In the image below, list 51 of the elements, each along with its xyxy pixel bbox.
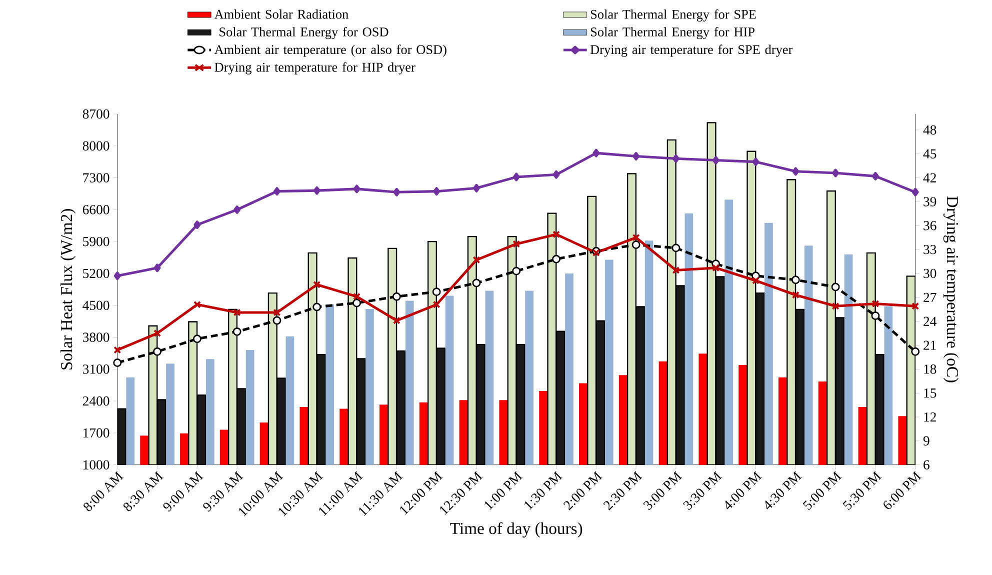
y-tick-label: 5200 (83, 268, 110, 278)
y-tick-label: 3100 (82, 364, 110, 374)
x-tick-label: 9:00 AM (163, 471, 204, 512)
y2-tick-label: 42 (923, 173, 936, 182)
legend-label: Solar Thermal Energy for HIP (590, 27, 754, 40)
x-tick-label: 5:30 PM (842, 471, 882, 510)
x-tick-label: 4:30 PM (765, 471, 802, 510)
y-tick-label: 7300 (83, 173, 110, 182)
legend-label: Drying air temperature for HIP dryer (214, 62, 416, 74)
y2-tick-label: 33 (924, 244, 936, 254)
y-tick-label: 6600 (82, 205, 110, 214)
legend-label: Solar Thermal Energy for OSD (220, 27, 388, 40)
y2-tick-label: 9 (923, 436, 930, 446)
x-tick-label: 4:00 PM (725, 471, 762, 510)
x-tick-label: 2:00 PM (563, 471, 602, 510)
x-tick-label: 1:30 PM (524, 471, 562, 510)
x-tick-label: 8:00 AM (84, 471, 124, 512)
y2-tick-label: 45 (923, 149, 936, 158)
legend-label: Ambient Solar Radiation (214, 9, 348, 19)
legend-label: Ambient air temperature (or also for OSD) (214, 44, 446, 57)
y2-tick-label: 15 (924, 388, 936, 398)
x-tick-label: 8:30 AM (123, 471, 164, 512)
y-tick-label: 8000 (82, 141, 110, 151)
y-tick-label: 3800 (82, 332, 110, 342)
y2-tick-label: 36 (924, 221, 936, 230)
x-tick-label: 3:30 PM (683, 471, 722, 510)
x-tick-label: 2:30 PM (603, 471, 642, 510)
y2-tick-label: 21 (924, 340, 936, 350)
x-tick-label: 6:00 PM (884, 471, 922, 510)
y2-tick-label: 12 (924, 412, 936, 422)
y2-tick-label: 18 (924, 364, 936, 374)
y2-tick-label: 48 (923, 125, 936, 135)
y-tick-label: 5900 (83, 236, 110, 246)
y2-axis-title: Drying air temperature (oC) (943, 196, 959, 382)
legend-label: Solar Thermal Energy for SPE (590, 9, 756, 22)
y-axis-title: Solar Heat Flux (W/m2) (60, 209, 76, 370)
y2-tick-label: 27 (924, 292, 936, 302)
legend-label: Drying air temperature for SPE dryer (590, 44, 793, 57)
y-tick-label: 2400 (82, 396, 110, 406)
y-tick-label: 1700 (84, 428, 110, 438)
x-tick-label: 3:00 PM (643, 471, 682, 510)
x-tick-label: 1:00 PM (484, 471, 523, 510)
y2-tick-label: 30 (924, 268, 936, 278)
x-tick-label: 5:00 PM (802, 471, 842, 510)
y-tick-label: 8700 (82, 109, 110, 119)
y2-tick-label: 24 (924, 316, 936, 326)
y-tick-label: 1000 (84, 460, 110, 470)
y2-tick-label: 39 (924, 197, 936, 206)
y2-tick-label: 6 (924, 460, 930, 470)
y-tick-label: 4500 (82, 300, 110, 310)
x-axis-title: Time of day (hours) (450, 522, 582, 538)
